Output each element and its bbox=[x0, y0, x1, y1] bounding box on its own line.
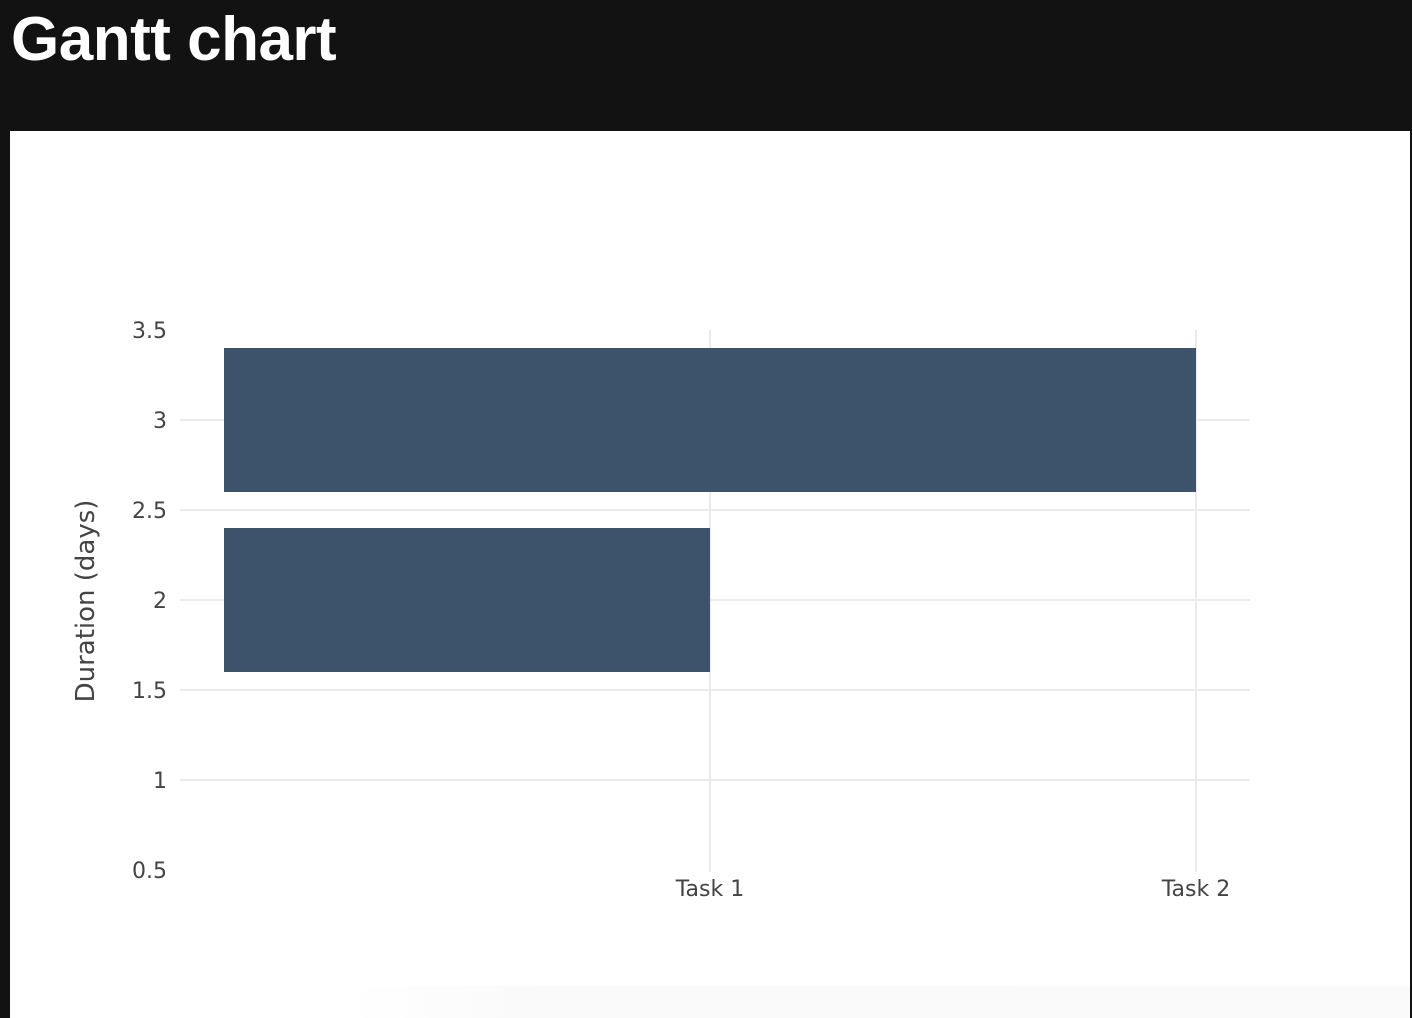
bar-layer bbox=[224, 348, 1196, 672]
y-tick-label: 1 bbox=[153, 769, 167, 794]
y-tick-labels: 0.5 1 1.5 2 2.5 3 3.5 bbox=[132, 319, 167, 884]
gantt-bar[interactable] bbox=[224, 348, 1196, 492]
x-tick-label: Task 1 bbox=[675, 877, 744, 902]
page-header: Gantt chart bbox=[0, 0, 1412, 131]
bottom-fade bbox=[350, 986, 1410, 1018]
x-tick-labels: Task 1 Task 2 bbox=[675, 877, 1230, 902]
y-tick-label: 0.5 bbox=[132, 859, 167, 884]
gantt-bar[interactable] bbox=[224, 528, 710, 672]
y-tick-label: 3.5 bbox=[132, 319, 167, 344]
y-tick-label: 2.5 bbox=[132, 499, 167, 524]
chart-panel: 0.5 1 1.5 2 2.5 3 3.5 Task 1 Task 2 Duration (d… bbox=[10, 131, 1410, 1018]
y-axis-title: Duration (days) bbox=[71, 500, 101, 703]
y-tick-label: 2 bbox=[153, 589, 167, 614]
y-tick-label: 1.5 bbox=[132, 679, 167, 704]
y-tick-label: 3 bbox=[153, 409, 167, 434]
x-tick-label: Task 2 bbox=[1161, 877, 1230, 902]
page-title: Gantt chart bbox=[11, 5, 337, 74]
gantt-chart: 0.5 1 1.5 2 2.5 3 3.5 Task 1 Task 2 Duration (d… bbox=[71, 319, 1250, 902]
